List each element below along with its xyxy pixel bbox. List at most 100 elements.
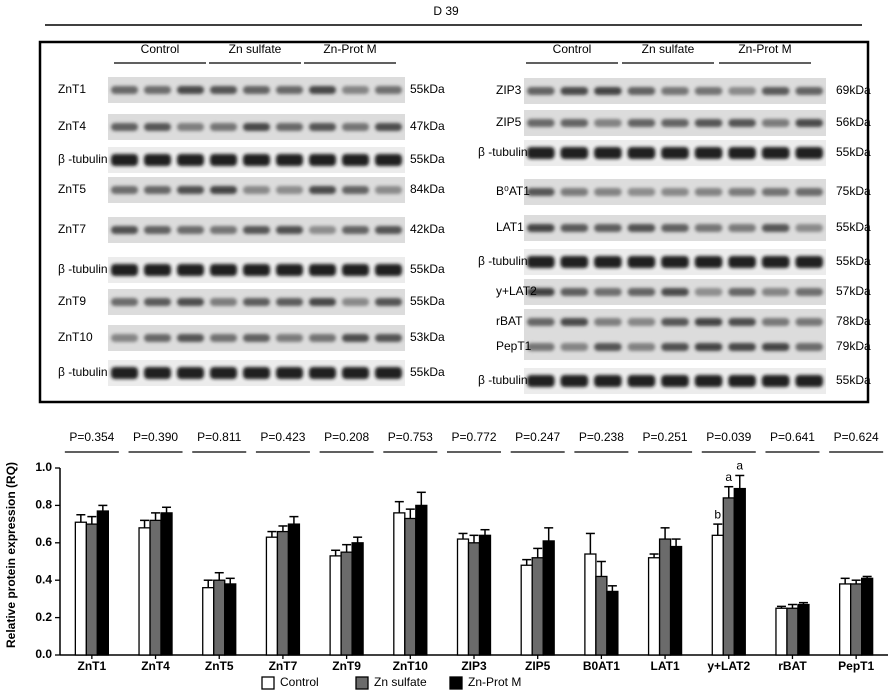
band xyxy=(309,226,336,234)
band xyxy=(144,186,171,194)
x-tick-label: y+LAT2 xyxy=(707,659,750,673)
band xyxy=(243,226,270,234)
band xyxy=(177,186,204,194)
p-value: P=0.208 xyxy=(324,430,369,444)
size-label: 79kDa xyxy=(836,339,871,353)
band xyxy=(728,188,756,196)
band xyxy=(627,147,656,159)
band xyxy=(694,256,723,268)
band xyxy=(795,318,823,326)
band xyxy=(111,298,138,306)
bar xyxy=(138,527,151,656)
band xyxy=(661,256,689,268)
legend-swatch xyxy=(261,676,275,690)
band xyxy=(144,226,171,234)
protein-label: ZnT10 xyxy=(58,330,93,344)
bar xyxy=(340,551,353,656)
band xyxy=(560,87,589,95)
band xyxy=(210,367,237,379)
p-value: P=0.641 xyxy=(770,430,815,444)
band xyxy=(177,226,204,234)
bar xyxy=(733,487,746,656)
band xyxy=(111,264,138,276)
band xyxy=(375,226,402,234)
protein-label: β -tubulin xyxy=(58,365,108,379)
band xyxy=(795,343,823,351)
bar xyxy=(861,577,874,656)
band xyxy=(661,318,689,326)
band xyxy=(527,147,555,159)
band xyxy=(527,188,555,196)
band xyxy=(761,147,790,159)
band xyxy=(243,367,270,379)
band xyxy=(795,147,823,159)
band xyxy=(527,256,555,268)
band xyxy=(144,123,171,131)
bar xyxy=(85,523,98,656)
bar xyxy=(669,545,683,656)
p-value: P=0.251 xyxy=(643,430,688,444)
band xyxy=(594,147,622,159)
size-label: 55kDa xyxy=(836,373,871,387)
p-value: P=0.753 xyxy=(388,430,433,444)
group-label: Zn-Prot M xyxy=(738,42,791,56)
band xyxy=(694,288,723,296)
band xyxy=(177,367,204,379)
bar xyxy=(149,519,162,656)
size-label: 78kDa xyxy=(836,314,871,328)
band xyxy=(694,147,723,159)
protein-label: β -tubulin xyxy=(478,254,528,268)
protein-label: ZnT9 xyxy=(58,294,86,308)
band xyxy=(761,119,790,127)
band xyxy=(375,186,402,194)
x-tick-label: ZnT9 xyxy=(332,659,361,673)
size-label: 75kDa xyxy=(836,184,871,198)
size-label: 55kDa xyxy=(836,220,871,234)
size-label: 55kDa xyxy=(410,294,445,308)
bar xyxy=(467,542,481,656)
band xyxy=(560,256,589,268)
band xyxy=(309,298,336,306)
band xyxy=(375,334,402,342)
band xyxy=(210,226,237,234)
bar xyxy=(775,607,788,656)
legend-label: Zn sulfate xyxy=(374,675,427,689)
x-tick-label: ZnT1 xyxy=(78,659,107,673)
band xyxy=(111,367,138,379)
band xyxy=(177,298,204,306)
p-value: P=0.423 xyxy=(260,430,305,444)
band xyxy=(210,186,237,194)
band xyxy=(177,264,204,276)
band xyxy=(210,86,237,94)
band xyxy=(627,188,656,196)
band xyxy=(795,288,823,296)
size-label: 55kDa xyxy=(410,152,445,166)
bar xyxy=(456,538,470,656)
band xyxy=(276,298,303,306)
band xyxy=(795,87,823,95)
protein-label: ZnT5 xyxy=(58,182,86,196)
bar xyxy=(404,517,417,656)
p-value: P=0.039 xyxy=(706,430,751,444)
p-value: P=0.624 xyxy=(834,430,879,444)
band xyxy=(144,264,171,276)
bar xyxy=(415,504,428,656)
band xyxy=(560,375,589,387)
band xyxy=(243,264,270,276)
band xyxy=(661,87,689,95)
band xyxy=(560,188,589,196)
group-label: Zn sulfate xyxy=(642,42,695,56)
band xyxy=(309,154,336,166)
band xyxy=(276,226,303,234)
bar xyxy=(542,540,555,656)
band xyxy=(661,147,689,159)
band xyxy=(627,119,656,127)
band xyxy=(761,256,790,268)
group-label: Zn sulfate xyxy=(229,42,282,56)
band xyxy=(276,367,303,379)
band xyxy=(210,154,237,166)
bar xyxy=(329,555,342,656)
y-tick-label: 1.0 xyxy=(35,460,52,474)
band xyxy=(761,288,790,296)
